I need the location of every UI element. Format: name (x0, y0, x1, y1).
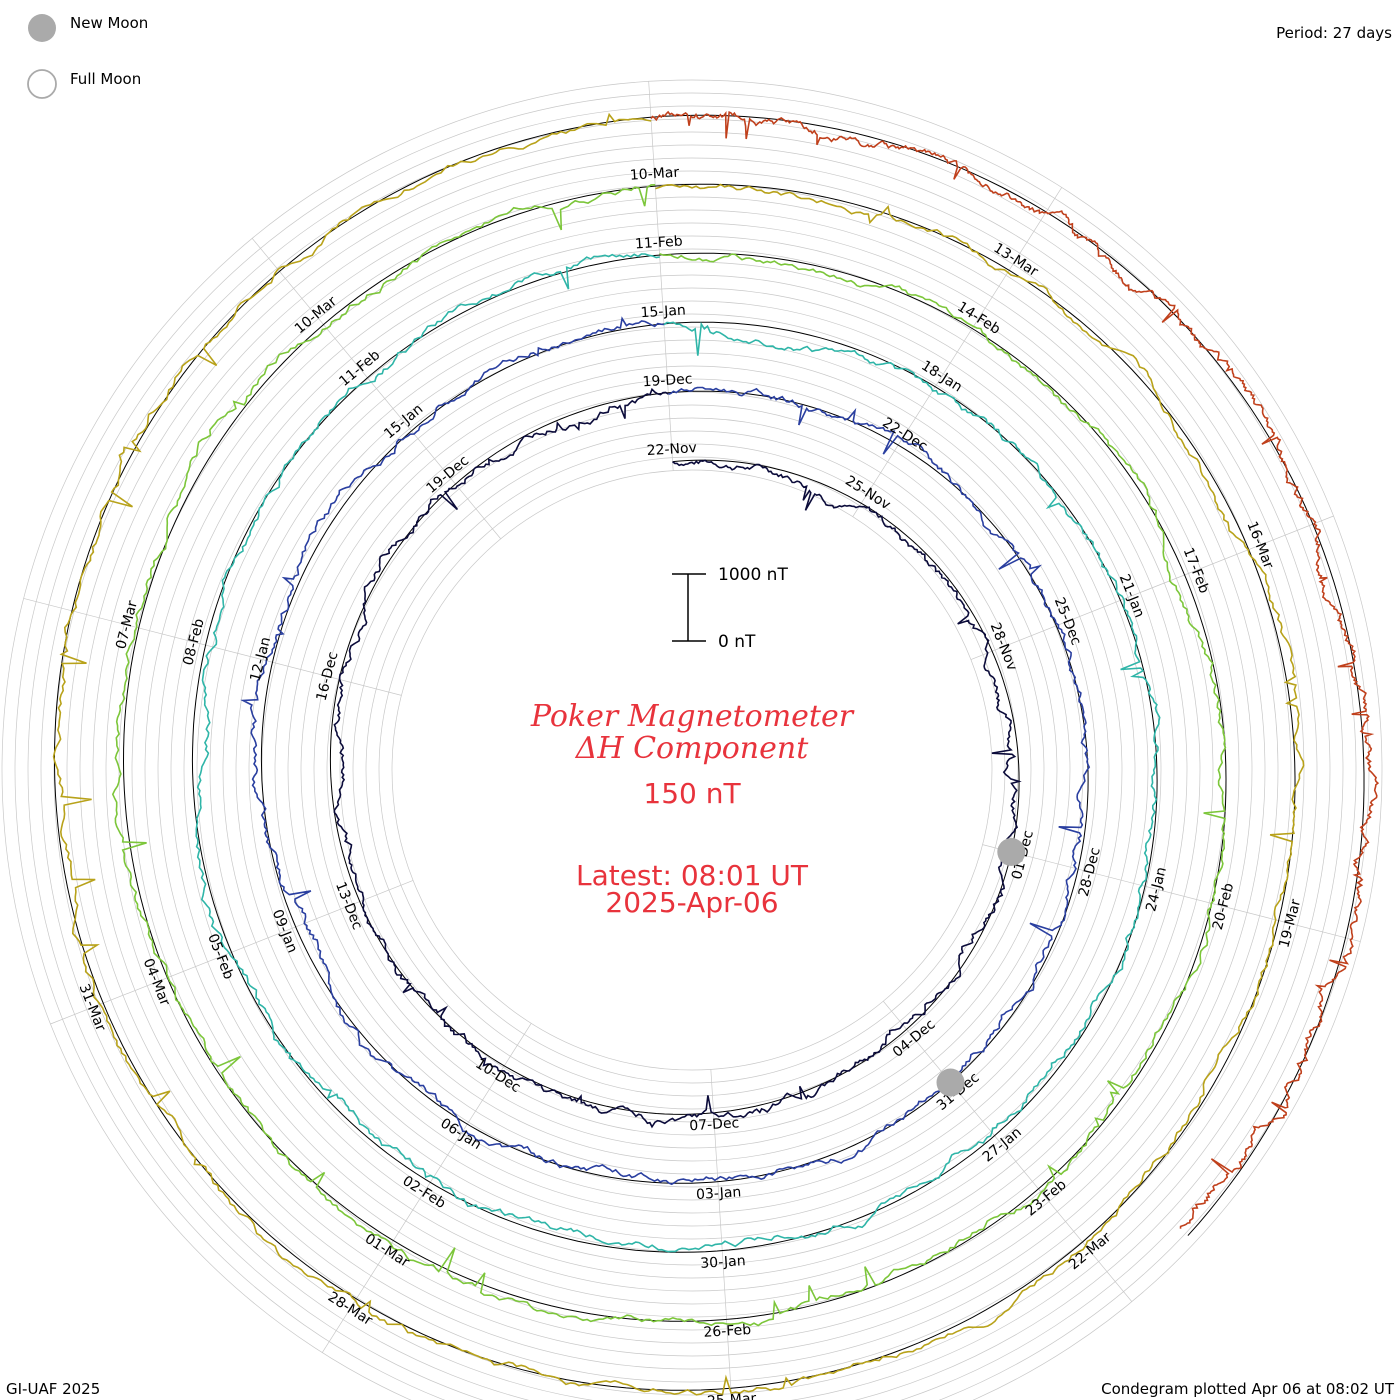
date-label: 11-Feb (336, 347, 383, 390)
grid-spoke (321, 1023, 532, 1353)
grid-ring (105, 183, 1279, 1357)
series-line-3 (195, 253, 1161, 1253)
date-label: 22-Nov (646, 440, 697, 459)
series-line-5 (52, 112, 1305, 1396)
footer-credit: GI-UAF 2025 (6, 1380, 100, 1398)
date-label: 11-Feb (635, 234, 684, 253)
date-label: 16-Mar (1243, 519, 1276, 571)
grid-ring (300, 378, 1084, 1162)
grid-ring (313, 391, 1071, 1149)
date-label: 03-Jan (696, 1184, 742, 1203)
date-label: 12-Jan (247, 635, 274, 683)
moon-markers (936, 838, 1026, 1097)
date-label: 04-Mar (140, 956, 173, 1008)
scale-value: 150 nT (643, 777, 741, 810)
date-label: 23-Feb (1023, 1177, 1070, 1220)
date-label: 20-Feb (1210, 881, 1237, 931)
grid-ring (27, 105, 1357, 1400)
latest-date: 2025-Apr-06 (605, 886, 778, 919)
grid-ring (40, 118, 1344, 1400)
grid-ring (157, 235, 1227, 1305)
date-label: 19-Dec (642, 371, 693, 390)
date-label: 26-Feb (703, 1322, 752, 1341)
grid-ring (144, 222, 1240, 1318)
grid-ring (391, 469, 993, 1071)
date-label: 09-Jan (269, 907, 301, 955)
full-moon-legend-label: Full Moon (70, 70, 141, 88)
full-moon-legend-icon (27, 69, 57, 99)
date-label: 10-Mar (629, 165, 679, 184)
grid-spoke (882, 1000, 1133, 1302)
grid-ring (118, 196, 1266, 1344)
chart-subtitle: ΔH Component (575, 731, 809, 766)
date-label: 28-Dec (1076, 846, 1104, 898)
grid-ring (79, 157, 1305, 1383)
new-moon-marker (936, 1068, 965, 1097)
grid-ring (183, 261, 1201, 1279)
grid-ring (352, 430, 1032, 1110)
scale-top-label: 1000 nT (718, 565, 788, 585)
date-label: 15-Jan (381, 401, 426, 442)
date-label: 07-Dec (689, 1115, 740, 1134)
latest-time: Latest: 08:01 UT (576, 859, 809, 892)
date-label: 28-Nov (987, 621, 1020, 674)
grid-ring (274, 352, 1110, 1188)
date-label: 16-Dec (314, 650, 342, 702)
grid-ring (222, 300, 1162, 1240)
grid-ring (196, 274, 1188, 1266)
new-moon-legend-icon (28, 14, 56, 42)
grid-ring (131, 209, 1253, 1331)
grid-ring (365, 443, 1019, 1097)
grid-spoke (648, 81, 674, 471)
grid-ring (1, 79, 1383, 1400)
grid-spokes (23, 81, 1361, 1400)
series-line-6 (650, 110, 1380, 1229)
grid-spoke (970, 515, 1334, 660)
grid-spoke (251, 238, 502, 540)
scale-bottom-label: 0 nT (718, 632, 756, 652)
date-label: 31-Mar (75, 982, 108, 1034)
grid-ring (339, 417, 1045, 1123)
grid-ring (53, 131, 1331, 1400)
period-label: Period: 27 days (1276, 24, 1392, 42)
series-line-4 (111, 184, 1227, 1327)
grid-ring (170, 248, 1214, 1292)
date-label: 08-Feb (180, 617, 207, 667)
date-label: 18-Jan (918, 358, 965, 396)
new-moon-marker (997, 838, 1026, 866)
grid-spoke (23, 598, 402, 696)
date-label: 25-Mar (707, 1391, 757, 1400)
grid-ring (261, 339, 1123, 1201)
grid-ring (66, 144, 1318, 1396)
new-moon-legend-label: New Moon (70, 14, 148, 32)
date-label: 24-Jan (1143, 865, 1170, 913)
footer-plotted: Condegram plotted Apr 06 at 08:02 UT (1101, 1380, 1395, 1398)
grid-ring (326, 404, 1058, 1136)
date-label: 15-Jan (640, 302, 686, 321)
chart-title: Poker Magnetometer (530, 699, 855, 734)
series-line-1 (333, 387, 1022, 1129)
grid-ring (92, 170, 1292, 1370)
grid-ring (235, 313, 1149, 1227)
grid-ring (378, 456, 1006, 1084)
grid-spoke (852, 187, 1063, 517)
grid-ring (248, 326, 1136, 1214)
series-line-2 (240, 316, 1091, 1186)
date-label: 06-Jan (437, 1115, 484, 1153)
data-series (52, 110, 1380, 1396)
date-label: 17-Feb (1180, 546, 1212, 596)
grid-spoke (982, 844, 1361, 942)
grid-ring (209, 287, 1175, 1253)
date-label: 19-Mar (1276, 898, 1304, 950)
date-label: 30-Jan (700, 1253, 746, 1272)
scale-bar: 1000 nT 0 nT (672, 565, 788, 652)
grid-ring (287, 365, 1097, 1175)
